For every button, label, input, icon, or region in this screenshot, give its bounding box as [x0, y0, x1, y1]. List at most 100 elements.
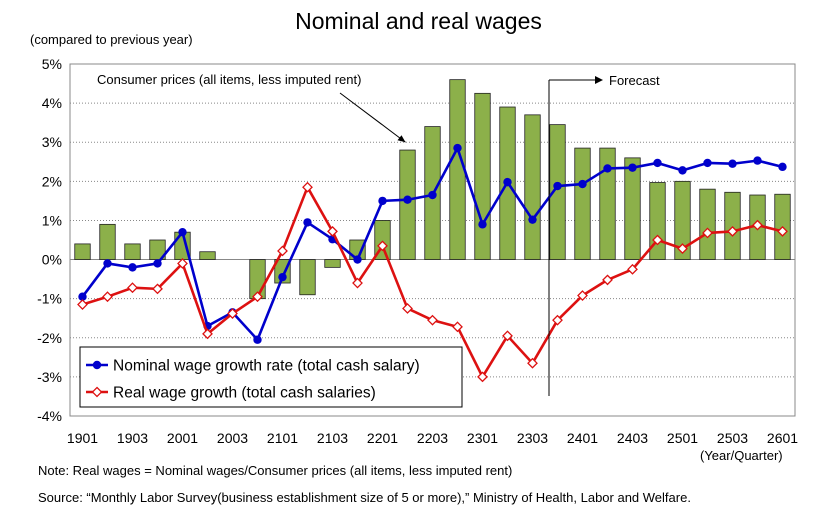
legend-real-marker — [91, 386, 103, 398]
bar-cpi — [524, 114, 541, 260]
real-wage-point — [602, 274, 613, 286]
bar-cpi — [624, 157, 641, 260]
nominal-wage-point — [103, 259, 112, 268]
bar-cpi — [674, 180, 691, 260]
nominal-wage-point — [678, 166, 687, 175]
x-tick-label: 2201 — [367, 430, 398, 446]
x-tick-label: 2503 — [717, 430, 748, 446]
bar-cpi — [574, 147, 591, 260]
real-wage-point — [752, 219, 763, 231]
real-wage-point — [527, 357, 538, 369]
x-tick-label: 1901 — [67, 430, 98, 446]
bar-cpi — [449, 79, 466, 260]
x-axis-label: (Year/Quarter) — [700, 448, 783, 463]
y-tick-label: -1% — [37, 291, 62, 307]
nominal-wage-point — [353, 255, 362, 264]
y-axis-label: (compared to previous year) — [30, 32, 193, 47]
nominal-wage-point — [628, 163, 637, 172]
nominal-wage-point — [403, 195, 412, 204]
x-tick-label: 2501 — [667, 430, 698, 446]
bar-cpi — [599, 147, 616, 260]
axes: -4% -3% -2% -1% 0% 1% 2% 3% 4% 5% 1901 1903 2001 2003… — [37, 56, 798, 446]
real-wage-point — [452, 321, 463, 333]
real-wage-point — [177, 258, 188, 269]
y-tick-label: 3% — [42, 134, 62, 150]
bar-cpi — [724, 191, 741, 260]
legend-nominal-label: Nominal wage growth rate (total cash sal… — [113, 358, 420, 375]
nominal-wage-point — [178, 227, 187, 237]
real-wage-point — [152, 283, 163, 295]
source-note: Source: “Monthly Labor Survey(business e… — [38, 490, 691, 505]
nominal-wage-point — [303, 218, 312, 227]
nominal-wage-point — [78, 292, 87, 301]
nominal-wage-point — [753, 156, 762, 165]
nominal-wage-point — [578, 179, 587, 189]
y-tick-label: 4% — [42, 95, 62, 111]
y-tick-label: -3% — [37, 369, 62, 385]
real-wage-point — [227, 308, 238, 319]
y-tick-label: 1% — [42, 212, 62, 228]
real-wage-point — [627, 263, 638, 275]
real-wage-point — [652, 234, 663, 246]
real-wage-point — [727, 225, 738, 237]
x-tick-label: 2101 — [267, 430, 298, 446]
nominal-wage-point — [453, 143, 462, 153]
x-tick-label: 2103 — [317, 430, 348, 446]
legend-real-label: Real wage growth (total cash salaries) — [113, 385, 376, 402]
nominal-wage-point — [553, 181, 562, 191]
nominal-wage-point — [478, 220, 487, 229]
nominal-wage-point — [253, 335, 262, 344]
nominal-wage-point — [278, 272, 287, 282]
legend-nominal-marker — [92, 360, 102, 370]
real-wage-point — [577, 290, 588, 301]
forecast-arrowhead — [595, 76, 603, 84]
real-wage-point — [202, 328, 213, 340]
legend: Nominal wage growth rate (total cash sal… — [79, 346, 463, 408]
chart-title: Nominal and real wages — [295, 8, 542, 34]
real-wage-point — [377, 240, 388, 252]
x-tick-label: 2401 — [567, 430, 598, 446]
nominal-wage-point — [653, 158, 662, 168]
real-wage-point — [327, 225, 338, 237]
real-wage-point — [427, 314, 438, 326]
real-wage-point — [352, 277, 363, 289]
cpi-callout-arrow — [339, 92, 406, 143]
nominal-wage-point — [728, 159, 737, 168]
footnote: Note: Real wages = Nominal wages/Consume… — [38, 463, 513, 478]
x-tick-label: 2003 — [217, 430, 248, 446]
real-wage-point — [102, 291, 113, 303]
bar-cpi — [124, 243, 141, 260]
x-tick-label: 1903 — [117, 430, 148, 446]
bar-cpi — [699, 188, 716, 260]
bar-cpi — [99, 223, 116, 260]
y-tick-label: 5% — [42, 56, 62, 72]
real-wage-point — [277, 245, 288, 257]
x-tick-label: 2301 — [467, 430, 498, 446]
legend-box — [79, 346, 463, 408]
x-tick-label: 2403 — [617, 430, 648, 446]
nominal-wage-point — [603, 164, 612, 173]
nominal-wage-point — [153, 259, 162, 268]
nominal-wage-point — [128, 263, 137, 272]
real-wage-point — [402, 303, 413, 314]
nominal-wage-point — [528, 215, 537, 224]
real-wage-point — [677, 243, 688, 255]
x-tick-label: 2303 — [517, 430, 548, 446]
real-wage-point — [252, 291, 263, 303]
real-wage-point — [502, 330, 513, 342]
forecast-label: Forecast — [609, 73, 660, 88]
y-tick-label: -2% — [37, 330, 62, 346]
real-wage-point — [477, 371, 488, 383]
real-wage-point — [302, 181, 313, 193]
bar-cpi — [199, 251, 216, 260]
nominal-wage-point — [778, 162, 787, 172]
lines — [77, 143, 788, 383]
annotations: Consumer prices (all items, less imputed… — [97, 72, 660, 396]
x-tick-label: 2601 — [767, 430, 798, 446]
real-wage-point — [702, 227, 713, 239]
nominal-wage-point — [503, 177, 512, 187]
plot-frame — [69, 63, 796, 417]
nominal-wage-point — [703, 158, 712, 168]
y-tick-label: -4% — [37, 408, 62, 424]
chart-area: -4% -3% -2% -1% 0% 1% 2% 3% 4% 5% 1901 1903 2001 2003… — [37, 56, 798, 446]
